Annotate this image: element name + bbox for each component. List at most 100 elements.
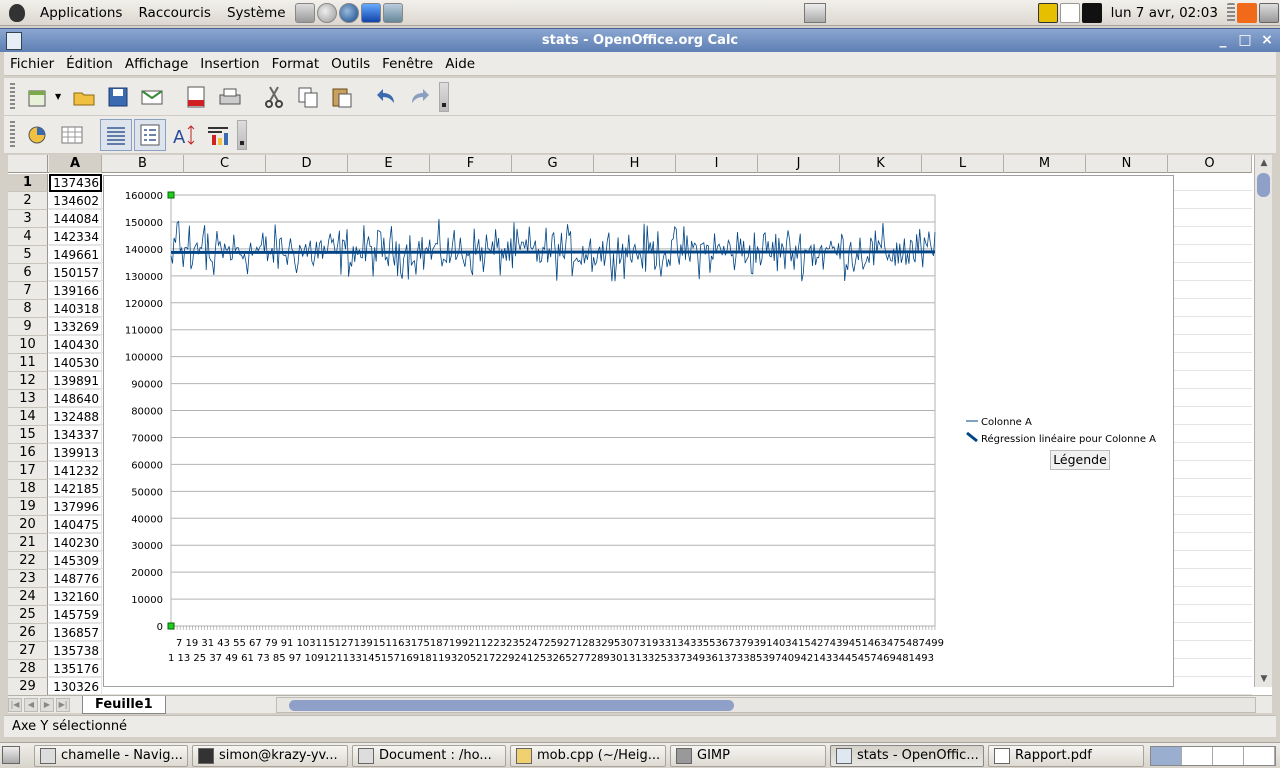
vertical-scroll-thumb[interactable]	[1257, 173, 1270, 197]
cell-a[interactable]: 140475	[49, 516, 102, 534]
browser-launcher-icon[interactable]	[338, 2, 359, 23]
toolbar-grip[interactable]	[10, 120, 15, 149]
column-header-b[interactable]: B	[102, 155, 184, 173]
cell-a[interactable]: 139913	[49, 444, 102, 462]
terminal-launcher-icon[interactable]	[294, 2, 315, 23]
column-header-k[interactable]: K	[840, 155, 922, 173]
network-icon[interactable]	[1081, 3, 1102, 23]
cell-a[interactable]: 148776	[49, 570, 102, 588]
cell-a[interactable]: 136857	[49, 624, 102, 642]
wine-glass-icon[interactable]	[1059, 3, 1080, 23]
menu-affichage[interactable]: Affichage	[124, 55, 189, 72]
row-header[interactable]: 4	[8, 228, 48, 246]
show-desktop-icon[interactable]	[2, 746, 20, 764]
row-header[interactable]: 28	[8, 660, 48, 678]
calc-window-icon[interactable]	[6, 32, 22, 50]
row-header[interactable]: 3	[8, 210, 48, 228]
task-calc[interactable]: stats - OpenOffic...	[830, 745, 984, 767]
row-header[interactable]: 27	[8, 642, 48, 660]
column-header-i[interactable]: I	[676, 155, 758, 173]
print-button[interactable]	[214, 81, 246, 113]
cell-a[interactable]: 134337	[49, 426, 102, 444]
paste-button[interactable]	[326, 81, 358, 113]
email-launcher-icon[interactable]	[360, 2, 381, 23]
task-document[interactable]: Document : /ho...	[352, 745, 506, 767]
undo-button[interactable]	[370, 81, 402, 113]
package-launcher-icon[interactable]	[382, 2, 403, 23]
row-header[interactable]: 23	[8, 570, 48, 588]
cell-a[interactable]: 140318	[49, 300, 102, 318]
row-header[interactable]: 26	[8, 624, 48, 642]
gnome-foot-icon[interactable]	[6, 2, 28, 24]
row-header[interactable]: 9	[8, 318, 48, 336]
cell-a[interactable]: 145309	[49, 552, 102, 570]
row-header[interactable]: 6	[8, 264, 48, 282]
cell-a[interactable]: 142334	[49, 228, 102, 246]
new-dropdown-icon[interactable]: ▼	[55, 92, 62, 101]
column-header-c[interactable]: C	[184, 155, 266, 173]
row-header[interactable]: 14	[8, 408, 48, 426]
workspace-2[interactable]	[1182, 747, 1213, 765]
first-sheet-icon[interactable]: |◀	[8, 698, 22, 712]
menu-aide[interactable]: Aide	[445, 55, 476, 72]
cell-a[interactable]: 135176	[49, 660, 102, 678]
new-document-button[interactable]	[22, 81, 54, 113]
cell-a[interactable]: 137996	[49, 498, 102, 516]
cell-a[interactable]: 133269	[49, 318, 102, 336]
maximize-button[interactable]: □	[1238, 32, 1252, 48]
autoformat-button[interactable]	[202, 119, 234, 151]
row-header[interactable]: 5	[8, 246, 48, 264]
column-header-d[interactable]: D	[266, 155, 348, 173]
row-header[interactable]: 20	[8, 516, 48, 534]
cell-a[interactable]: 141232	[49, 462, 102, 480]
horizontal-gridlines-button[interactable]	[100, 118, 132, 151]
row-header[interactable]: 2	[8, 192, 48, 210]
toolbar-more-button[interactable]	[439, 81, 450, 112]
select-all-corner[interactable]	[8, 155, 48, 173]
toolbar-more-button[interactable]	[237, 119, 247, 150]
cut-button[interactable]	[258, 81, 290, 113]
row-header[interactable]: 18	[8, 480, 48, 498]
row-header[interactable]: 29	[8, 678, 48, 695]
menu-insertion[interactable]: Insertion	[200, 55, 260, 72]
open-button[interactable]	[68, 81, 100, 113]
column-header-f[interactable]: F	[430, 155, 512, 173]
minimize-button[interactable]: _	[1219, 32, 1227, 48]
cell-a[interactable]: 130326	[49, 678, 102, 695]
row-header[interactable]: 25	[8, 606, 48, 624]
workspace-1[interactable]	[1151, 747, 1182, 765]
menu-outils[interactable]: Outils	[331, 55, 371, 72]
task-gimp[interactable]: GIMP	[670, 745, 826, 767]
copy-button[interactable]	[292, 81, 324, 113]
column-header-g[interactable]: G	[512, 155, 594, 173]
email-button[interactable]	[136, 81, 168, 113]
scroll-up-icon[interactable]: ▲	[1260, 158, 1268, 168]
cell-a[interactable]: 139166	[49, 282, 102, 300]
next-sheet-icon[interactable]: ▶	[40, 698, 54, 712]
save-button[interactable]	[102, 81, 134, 113]
row-header[interactable]: 1	[8, 174, 48, 192]
menu-fichier[interactable]: Fichier	[10, 55, 55, 72]
menu-systeme[interactable]: Système	[226, 4, 286, 21]
cell-a[interactable]: 140430	[49, 336, 102, 354]
row-header[interactable]: 21	[8, 534, 48, 552]
cell-a[interactable]: 145759	[49, 606, 102, 624]
column-header-o[interactable]: O	[1168, 155, 1252, 173]
row-header[interactable]: 16	[8, 444, 48, 462]
window-titlebar[interactable]: stats - OpenOffice.org Calc _ □ ×	[0, 28, 1280, 52]
export-pdf-button[interactable]	[180, 81, 212, 113]
calc-applet-icon[interactable]	[804, 3, 826, 23]
cell-a[interactable]: 140530	[49, 354, 102, 372]
clock[interactable]: lun 7 avr, 02:03	[1110, 5, 1218, 21]
row-header[interactable]: 22	[8, 552, 48, 570]
menu-applications[interactable]: Applications	[40, 4, 123, 21]
row-header[interactable]: 11	[8, 354, 48, 372]
last-sheet-icon[interactable]: ▶|	[56, 698, 70, 712]
workspace-switcher[interactable]	[1150, 746, 1276, 766]
column-header-e[interactable]: E	[348, 155, 430, 173]
cell-a[interactable]: 135738	[49, 642, 102, 660]
chart-object[interactable]: 0 10000 20000 30000 40000 50000 60000 70000 8000…	[103, 175, 1174, 687]
menu-edition[interactable]: Édition	[66, 55, 113, 72]
horizontal-scroll-thumb[interactable]	[289, 700, 734, 711]
cell-a[interactable]: 134602	[49, 192, 102, 210]
